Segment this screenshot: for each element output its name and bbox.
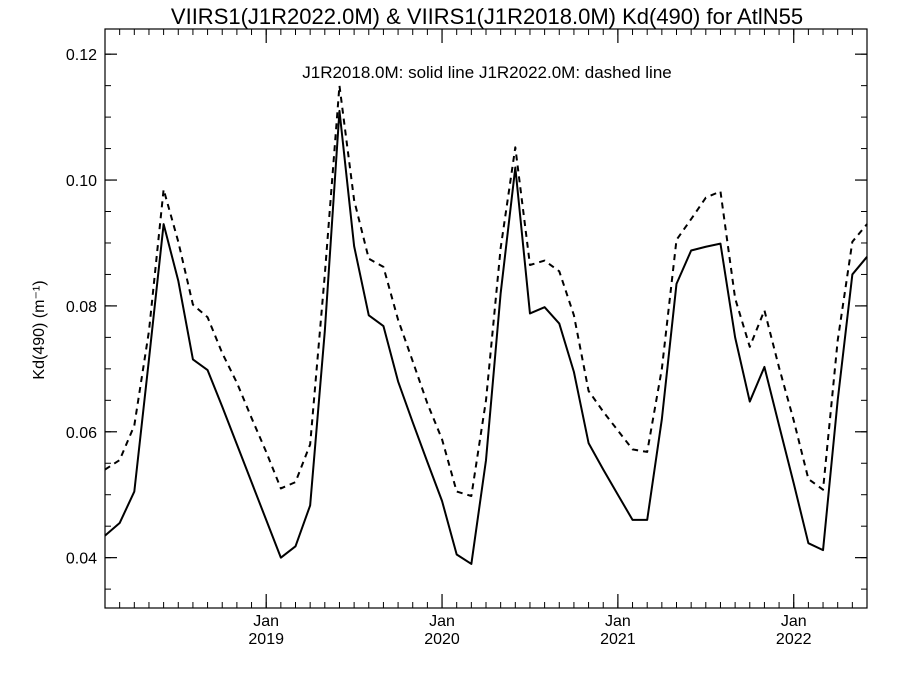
- legend-annotation: J1R2018.0M: solid line J1R2022.0M: dashe…: [302, 63, 672, 82]
- x-tick-year-label: 2021: [600, 631, 636, 648]
- chart-title: VIIRS1(J1R2022.0M) & VIIRS1(J1R2018.0M) …: [171, 4, 803, 29]
- series-line-j1r2018-0m: [104, 109, 868, 565]
- y-tick-label: 0.10: [66, 173, 97, 190]
- x-tick-year-label: 2022: [776, 631, 812, 648]
- y-tick-label: 0.04: [66, 551, 97, 568]
- x-tick-month-label: Jan: [781, 613, 807, 630]
- x-tick-year-label: 2019: [248, 631, 284, 648]
- x-tick-year-label: 2020: [424, 631, 460, 648]
- y-tick-label: 0.12: [66, 47, 97, 64]
- x-tick-month-label: Jan: [253, 613, 279, 630]
- x-tick-month-label: Jan: [429, 613, 455, 630]
- series-lines: [104, 84, 868, 565]
- y-tick-label: 0.06: [66, 425, 97, 442]
- y-axis-ticks: 0.04 0.06 0.08 0.10 0.12: [66, 47, 867, 590]
- series-line-j1r2022-0m: [104, 84, 868, 497]
- plot-area-frame: [104, 28, 868, 609]
- y-tick-label: 0.08: [66, 299, 97, 316]
- y-axis-label: Kd(490) (m⁻¹): [31, 280, 48, 379]
- x-tick-month-label: Jan: [605, 613, 631, 630]
